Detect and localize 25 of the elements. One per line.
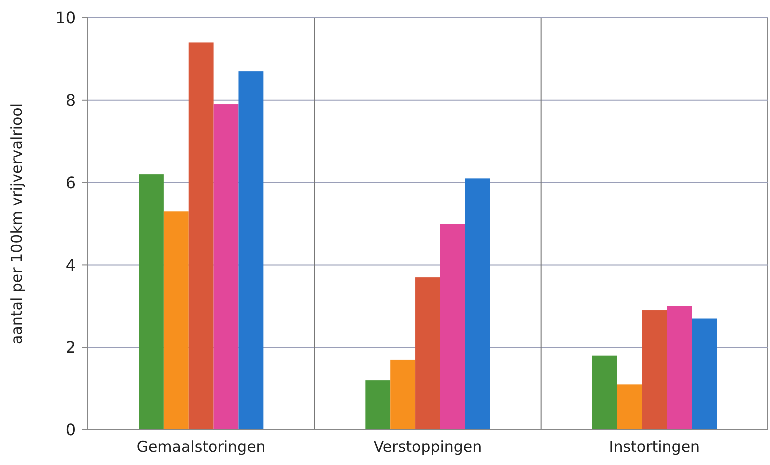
bar [164, 212, 189, 430]
x-tick-label: Gemaalstoringen [136, 438, 266, 456]
x-tick-label: Verstoppingen [374, 438, 482, 456]
bar [692, 318, 717, 430]
bar [139, 174, 164, 430]
y-tick-label: 6 [66, 173, 76, 192]
x-tick-label: Instortingen [609, 438, 700, 456]
bar [188, 42, 214, 430]
bar [465, 178, 490, 430]
bar [214, 104, 239, 430]
bar [667, 306, 692, 430]
y-tick-label: 8 [66, 91, 76, 110]
bar [617, 384, 642, 430]
y-tick-label: 10 [56, 8, 76, 28]
bar [390, 360, 416, 430]
bar [366, 380, 391, 430]
bar [238, 72, 264, 430]
y-tick-label: 4 [66, 256, 76, 275]
y-tick-label: 2 [66, 338, 76, 358]
bar [440, 224, 466, 430]
y-axis-title: aantal per 100km vrijvervalriool [8, 103, 26, 345]
y-tick-label: 0 [66, 420, 76, 440]
bar [642, 310, 668, 430]
bar [592, 356, 618, 430]
bar [416, 278, 440, 430]
